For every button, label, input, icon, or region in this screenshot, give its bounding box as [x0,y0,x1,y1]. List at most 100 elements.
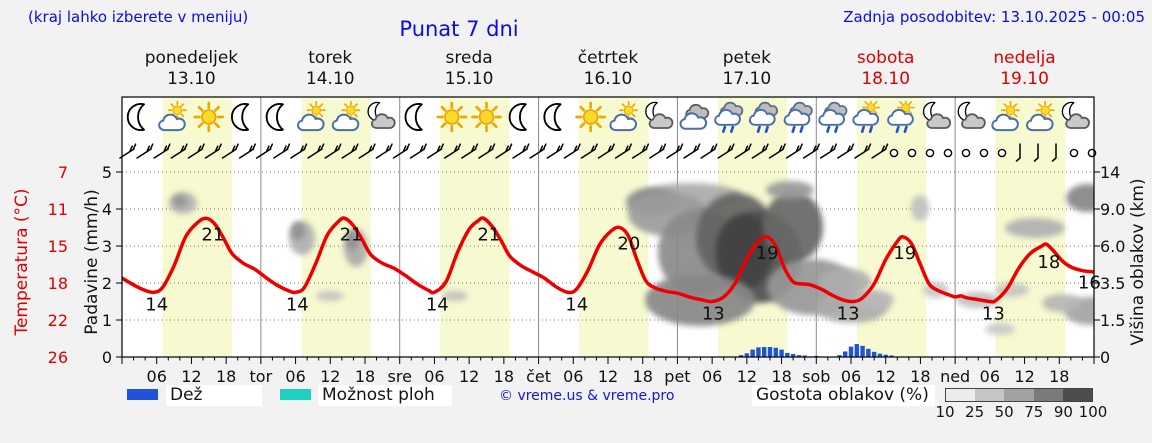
daylight-band [440,97,510,357]
hour-label: 06 [702,367,722,386]
precipitation-tick-label: 0 [102,348,112,367]
wind-barb [238,143,256,159]
wind-barb [375,143,393,159]
rain-legend-label: Dež [166,385,262,406]
wind-barb [255,143,274,159]
wind-calm-icon [997,148,1007,158]
wind-barb [631,143,650,159]
rain-bar [802,355,807,357]
hour-label: 12 [459,367,479,386]
wind-barb-vertical [1015,143,1021,162]
day-header: torek 14.10 [261,48,400,90]
wind-calm-icon [1069,148,1079,158]
precipitation-tick-label: 5 [102,163,112,182]
menu-hint: (kraj lahko izberete v meniju) [28,8,249,26]
sun-icon [577,103,605,131]
cloud-density-scale-numbers: 10 25 50 75 90 100 [935,403,1108,421]
wind-barb [768,143,786,159]
sun-icon [473,103,501,131]
wind-calm-icon [889,148,899,158]
hour-label: 12 [181,367,201,386]
rain-bar [837,355,842,357]
temperature-extreme-label: 13 [837,304,860,325]
hour-label: 12 [737,367,757,386]
hour-label: 18 [910,367,930,386]
rain-bar [883,354,888,357]
wind-barb [666,143,684,159]
cloud-blob [1042,294,1082,312]
wind-barb [854,143,872,159]
rain-bar [738,355,744,357]
wind-barb [717,143,735,159]
temperature-extreme-label: 20 [617,234,640,255]
cloud-height-tick-label: 9.0 [1100,200,1125,219]
sun-icon [195,103,223,131]
rain-bar [756,347,761,357]
temperature-extreme-label: 14 [426,294,449,315]
wind-barb [871,143,889,159]
temperature-extreme-label: 14 [145,294,168,315]
temperature-extreme-label: 21 [201,224,224,245]
temperature-tick-label: 18 [48,274,68,293]
wind-barb-vertical [1033,143,1039,162]
temperature-tick-label: 11 [48,200,68,219]
precipitation-tick-label: 3 [102,237,112,256]
rain-bar [871,351,877,357]
cloud-blob [1005,218,1065,238]
wind-barb [649,143,667,159]
temperature-extreme-label: 19 [893,243,916,264]
temperature-extreme-label: 13 [702,304,725,325]
hour-label: 06 [147,367,167,386]
temperature-extreme-label: 21 [340,224,363,245]
cloud-density-gradient-bar [945,388,1093,402]
cloud-blob [1066,184,1094,212]
wind-barb [683,143,701,159]
wind-barb [580,143,598,159]
temperature-extreme-label: 14 [286,294,309,315]
copyright-link[interactable]: © vreme.us & vreme.pro [499,388,675,404]
wind-barb [136,143,154,159]
day-abbrev-label: tor [250,367,273,386]
wind-barb [204,143,222,159]
showers-legend-label: Možnost ploh [318,385,452,406]
wind-barb [734,143,752,159]
page-title: Punat 7 dni [399,17,519,41]
cloud-blob [985,323,1015,335]
wind-barb [478,143,496,159]
temperature-extreme-label: 18 [1037,252,1060,273]
wind-barb [324,143,342,159]
wind-barb [273,143,291,159]
cloud-blob [291,222,305,240]
rain-bar [773,347,778,357]
day-date: 13.10 [167,69,216,89]
rain-bar [767,347,773,357]
wind-barb [700,143,718,159]
day-header: ponedeljek 13.10 [122,48,261,90]
wind-barb [495,143,513,159]
wind-barb [221,143,239,159]
temperature-tick-label: 7 [58,163,68,182]
day-date: 18.10 [861,69,911,89]
hour-label: 18 [355,367,375,386]
day-abbrev-label: ned [940,367,970,386]
day-date: 19.10 [1000,69,1049,89]
last-update-timestamp: Zadnja posodobitev: 13.10.2025 - 00:05 [843,8,1145,26]
hour-label: 18 [633,367,653,386]
hour-label: 06 [841,367,861,386]
cloud-density-scale: 10 25 50 75 90 100 [935,388,1108,421]
wind-barb [512,143,530,159]
wind-barb [307,143,325,159]
rain-bar [744,353,750,357]
day-date: 17.10 [722,69,772,89]
rain-bar [854,344,859,357]
day-name: ponedeljek [144,48,239,68]
wind-barb [170,143,188,159]
day-date: 14.10 [305,69,355,89]
day-abbrev-label: pet [664,367,690,386]
rain-bar [785,352,790,357]
wind-calm-icon [961,148,971,158]
precipitation-tick-label: 4 [102,200,112,219]
wind-barb [187,143,205,159]
wind-barb [751,143,769,159]
